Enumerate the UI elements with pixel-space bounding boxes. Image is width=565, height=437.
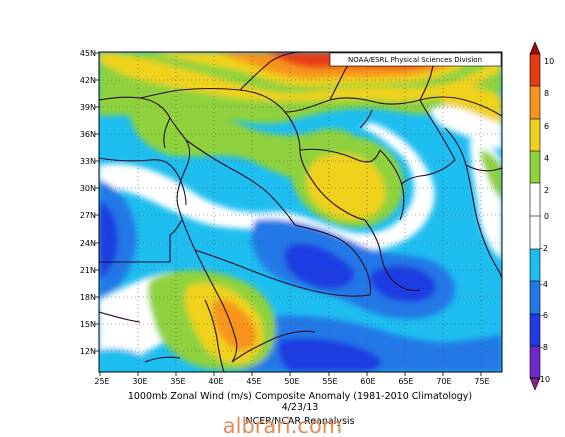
colorbar-swatch xyxy=(530,119,540,151)
colorbar-label: -4 xyxy=(540,280,548,289)
anomaly-field xyxy=(99,52,502,372)
lon-label: 70E xyxy=(436,377,451,386)
colorbar-swatch xyxy=(530,183,540,216)
caption-title: 1000mb Zonal Wind (m/s) Composite Anomal… xyxy=(128,391,472,402)
colorbar-labels: 10 8 6 4 2 0 -2 -4 -6 -8 -10 xyxy=(537,57,554,384)
colorbar: 10 8 6 4 2 0 -2 -4 -6 -8 -10 xyxy=(529,41,554,391)
colorbar-swatch xyxy=(530,249,540,281)
lon-label: 75E xyxy=(474,377,489,386)
lat-label: 21N xyxy=(80,266,96,275)
colorbar-swatch xyxy=(530,151,540,183)
lon-label: 35E xyxy=(170,377,185,386)
colorbar-label: -10 xyxy=(537,375,550,384)
tick-marks xyxy=(95,52,482,376)
colorbar-label: 8 xyxy=(544,89,549,98)
colorbar-label: 6 xyxy=(544,122,549,131)
lat-label: 24N xyxy=(80,239,96,248)
lon-label: 65E xyxy=(398,377,413,386)
colorbar-label: -8 xyxy=(540,343,548,352)
colorbar-label: -6 xyxy=(540,311,548,320)
colorbar-swatch xyxy=(530,314,540,346)
credit-text: NOAA/ESRL Physical Sciences Division xyxy=(348,56,482,64)
lon-label: 55E xyxy=(322,377,337,386)
lat-label: 18N xyxy=(80,293,96,302)
caption-date: 4/23/13 xyxy=(282,402,319,413)
lat-label: 30N xyxy=(80,184,96,193)
colorbar-swatch xyxy=(530,346,540,378)
colorbar-label: -2 xyxy=(540,244,548,253)
colorbar-swatch xyxy=(530,281,540,314)
credit-box xyxy=(329,52,502,67)
watermark-text: albrari.com xyxy=(222,414,343,437)
latitude-labels: 45N 42N 39N 36N 33N 30N 27N 24N 21N 18N … xyxy=(80,49,96,356)
lon-label: 50E xyxy=(284,377,299,386)
plot-frame xyxy=(98,51,503,373)
lat-label: 45N xyxy=(80,49,96,58)
lat-label: 15N xyxy=(80,320,96,329)
lon-label: 40E xyxy=(208,377,223,386)
lon-label: 30E xyxy=(132,377,147,386)
colorbar-swatch xyxy=(530,54,540,86)
colorbar-label: 10 xyxy=(544,57,554,66)
lat-label: 33N xyxy=(80,157,96,166)
lon-label: 25E xyxy=(94,377,109,386)
colorbar-swatch xyxy=(530,86,540,119)
colorbar-top-arrow xyxy=(529,41,541,55)
gridlines xyxy=(99,52,502,372)
lat-label: 39N xyxy=(80,103,96,112)
lat-label: 27N xyxy=(80,211,96,220)
lat-label: 42N xyxy=(80,76,96,85)
country-borders xyxy=(99,52,502,372)
lat-label: 12N xyxy=(80,347,96,356)
caption-source: NCEP/NCAR Reanalysis xyxy=(245,416,354,427)
lon-label: 45E xyxy=(246,377,261,386)
lat-label: 36N xyxy=(80,130,96,139)
colorbar-label: 0 xyxy=(544,212,549,221)
colorbar-swatch xyxy=(530,216,540,249)
lon-label: 60E xyxy=(360,377,375,386)
colorbar-label: 2 xyxy=(544,186,549,195)
longitude-labels: 25E 30E 35E 40E 45E 50E 55E 60E 65E 70E … xyxy=(94,377,489,386)
colorbar-label: 4 xyxy=(544,154,549,163)
